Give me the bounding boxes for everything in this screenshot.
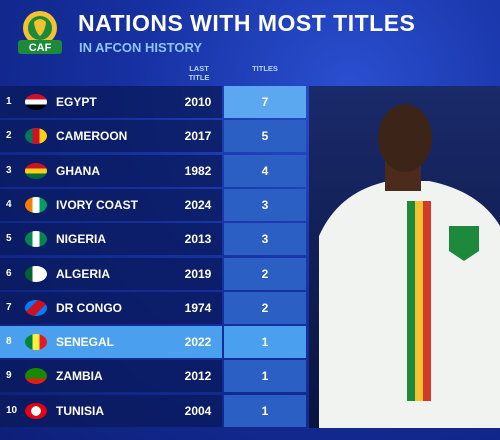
titles: 4 bbox=[261, 163, 269, 178]
country: TUNISIA bbox=[56, 403, 104, 418]
flag bbox=[25, 128, 47, 145]
column-header: LAST TITLE bbox=[188, 64, 210, 82]
titles: 3 bbox=[261, 232, 269, 247]
table-row: 2 CAMEROON 2017 5 bbox=[0, 120, 306, 153]
table-row: 4 IVORY COAST 2024 3 bbox=[0, 188, 306, 221]
flag bbox=[25, 402, 47, 419]
logo-text: CAF bbox=[29, 42, 52, 54]
last-title: 2017 bbox=[184, 129, 212, 144]
titles: 1 bbox=[261, 335, 269, 350]
last-title: 2010 bbox=[184, 95, 212, 109]
last-title: 2012 bbox=[184, 369, 212, 384]
country: NIGERIA bbox=[56, 232, 107, 247]
titles-cell bbox=[224, 86, 306, 118]
rank: 1 bbox=[6, 96, 12, 107]
player-photo bbox=[309, 86, 500, 428]
rank: 6 bbox=[6, 267, 12, 279]
logo: CAF bbox=[18, 11, 62, 54]
last-title: 2022 bbox=[184, 335, 212, 350]
country: DR CONGO bbox=[56, 300, 122, 315]
table-row: 6 ALGERIA 2019 2 bbox=[0, 257, 306, 290]
table-row: 3 GHANA 1982 4 bbox=[0, 154, 306, 187]
titles-cell bbox=[224, 257, 306, 290]
titles: 7 bbox=[261, 95, 269, 109]
rank: 3 bbox=[6, 164, 12, 176]
titles-cell bbox=[224, 188, 306, 221]
titles: 5 bbox=[261, 129, 269, 144]
subtitle: IN AFCON HISTORY bbox=[79, 40, 203, 55]
table-row: 10 TUNISIA 2004 1 bbox=[0, 394, 306, 427]
titles-cell bbox=[224, 223, 306, 256]
titles: 2 bbox=[261, 300, 269, 315]
last-title: 2013 bbox=[184, 232, 212, 247]
flag bbox=[25, 162, 47, 179]
title: NATIONS WITH MOST TITLES bbox=[78, 10, 416, 36]
titles-cell bbox=[224, 154, 306, 187]
table-row: 1 EGYPT 2010 7 bbox=[0, 86, 306, 118]
country: IVORY COAST bbox=[56, 197, 139, 212]
country: EGYPT bbox=[56, 95, 97, 109]
country: GHANA bbox=[56, 163, 100, 178]
column-header: TITLES bbox=[252, 64, 278, 73]
last-title: 2024 bbox=[184, 197, 212, 212]
country: SENEGAL bbox=[56, 335, 115, 350]
rank: 4 bbox=[6, 198, 12, 210]
rank: 10 bbox=[6, 404, 18, 416]
table-row: 8 SENEGAL 2022 1 bbox=[0, 326, 306, 359]
titles-cell bbox=[224, 326, 306, 359]
flag bbox=[25, 196, 47, 213]
titles-cell bbox=[224, 394, 306, 427]
rank: 5 bbox=[6, 233, 12, 245]
last-title: 2004 bbox=[184, 403, 212, 418]
country: CAMEROON bbox=[56, 129, 128, 144]
country: ZAMBIA bbox=[56, 369, 103, 384]
titles: 1 bbox=[261, 369, 269, 384]
flag bbox=[25, 334, 47, 351]
flag bbox=[25, 265, 47, 282]
table-row: 7 DR CONGO 1974 2 bbox=[0, 291, 306, 324]
last-title: 1982 bbox=[184, 163, 212, 178]
titles: 1 bbox=[261, 403, 269, 418]
table-row: 5 NIGERIA 2013 3 bbox=[0, 223, 306, 256]
flag bbox=[25, 368, 47, 385]
last-title: 1974 bbox=[184, 300, 212, 315]
titles-cell bbox=[224, 120, 306, 153]
rank: 2 bbox=[6, 130, 12, 142]
titles-cell bbox=[224, 291, 306, 324]
last-title: 2019 bbox=[184, 266, 212, 281]
flag bbox=[25, 231, 47, 248]
titles-cell bbox=[224, 360, 306, 393]
flag bbox=[25, 299, 47, 316]
rank: 8 bbox=[6, 336, 12, 348]
titles: 3 bbox=[261, 197, 269, 212]
rank: 9 bbox=[6, 370, 12, 382]
rank: 7 bbox=[6, 301, 12, 313]
table-row: 9 ZAMBIA 2012 1 bbox=[0, 360, 306, 393]
titles: 2 bbox=[261, 266, 269, 281]
flag bbox=[25, 94, 47, 110]
country: ALGERIA bbox=[56, 266, 110, 281]
